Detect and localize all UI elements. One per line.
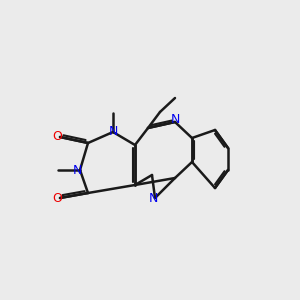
Text: N: N	[108, 125, 118, 139]
Text: N: N	[149, 191, 158, 205]
Text: N: N	[72, 164, 82, 176]
Text: O: O	[52, 191, 62, 205]
Text: N: N	[170, 112, 180, 125]
Text: O: O	[52, 130, 62, 143]
